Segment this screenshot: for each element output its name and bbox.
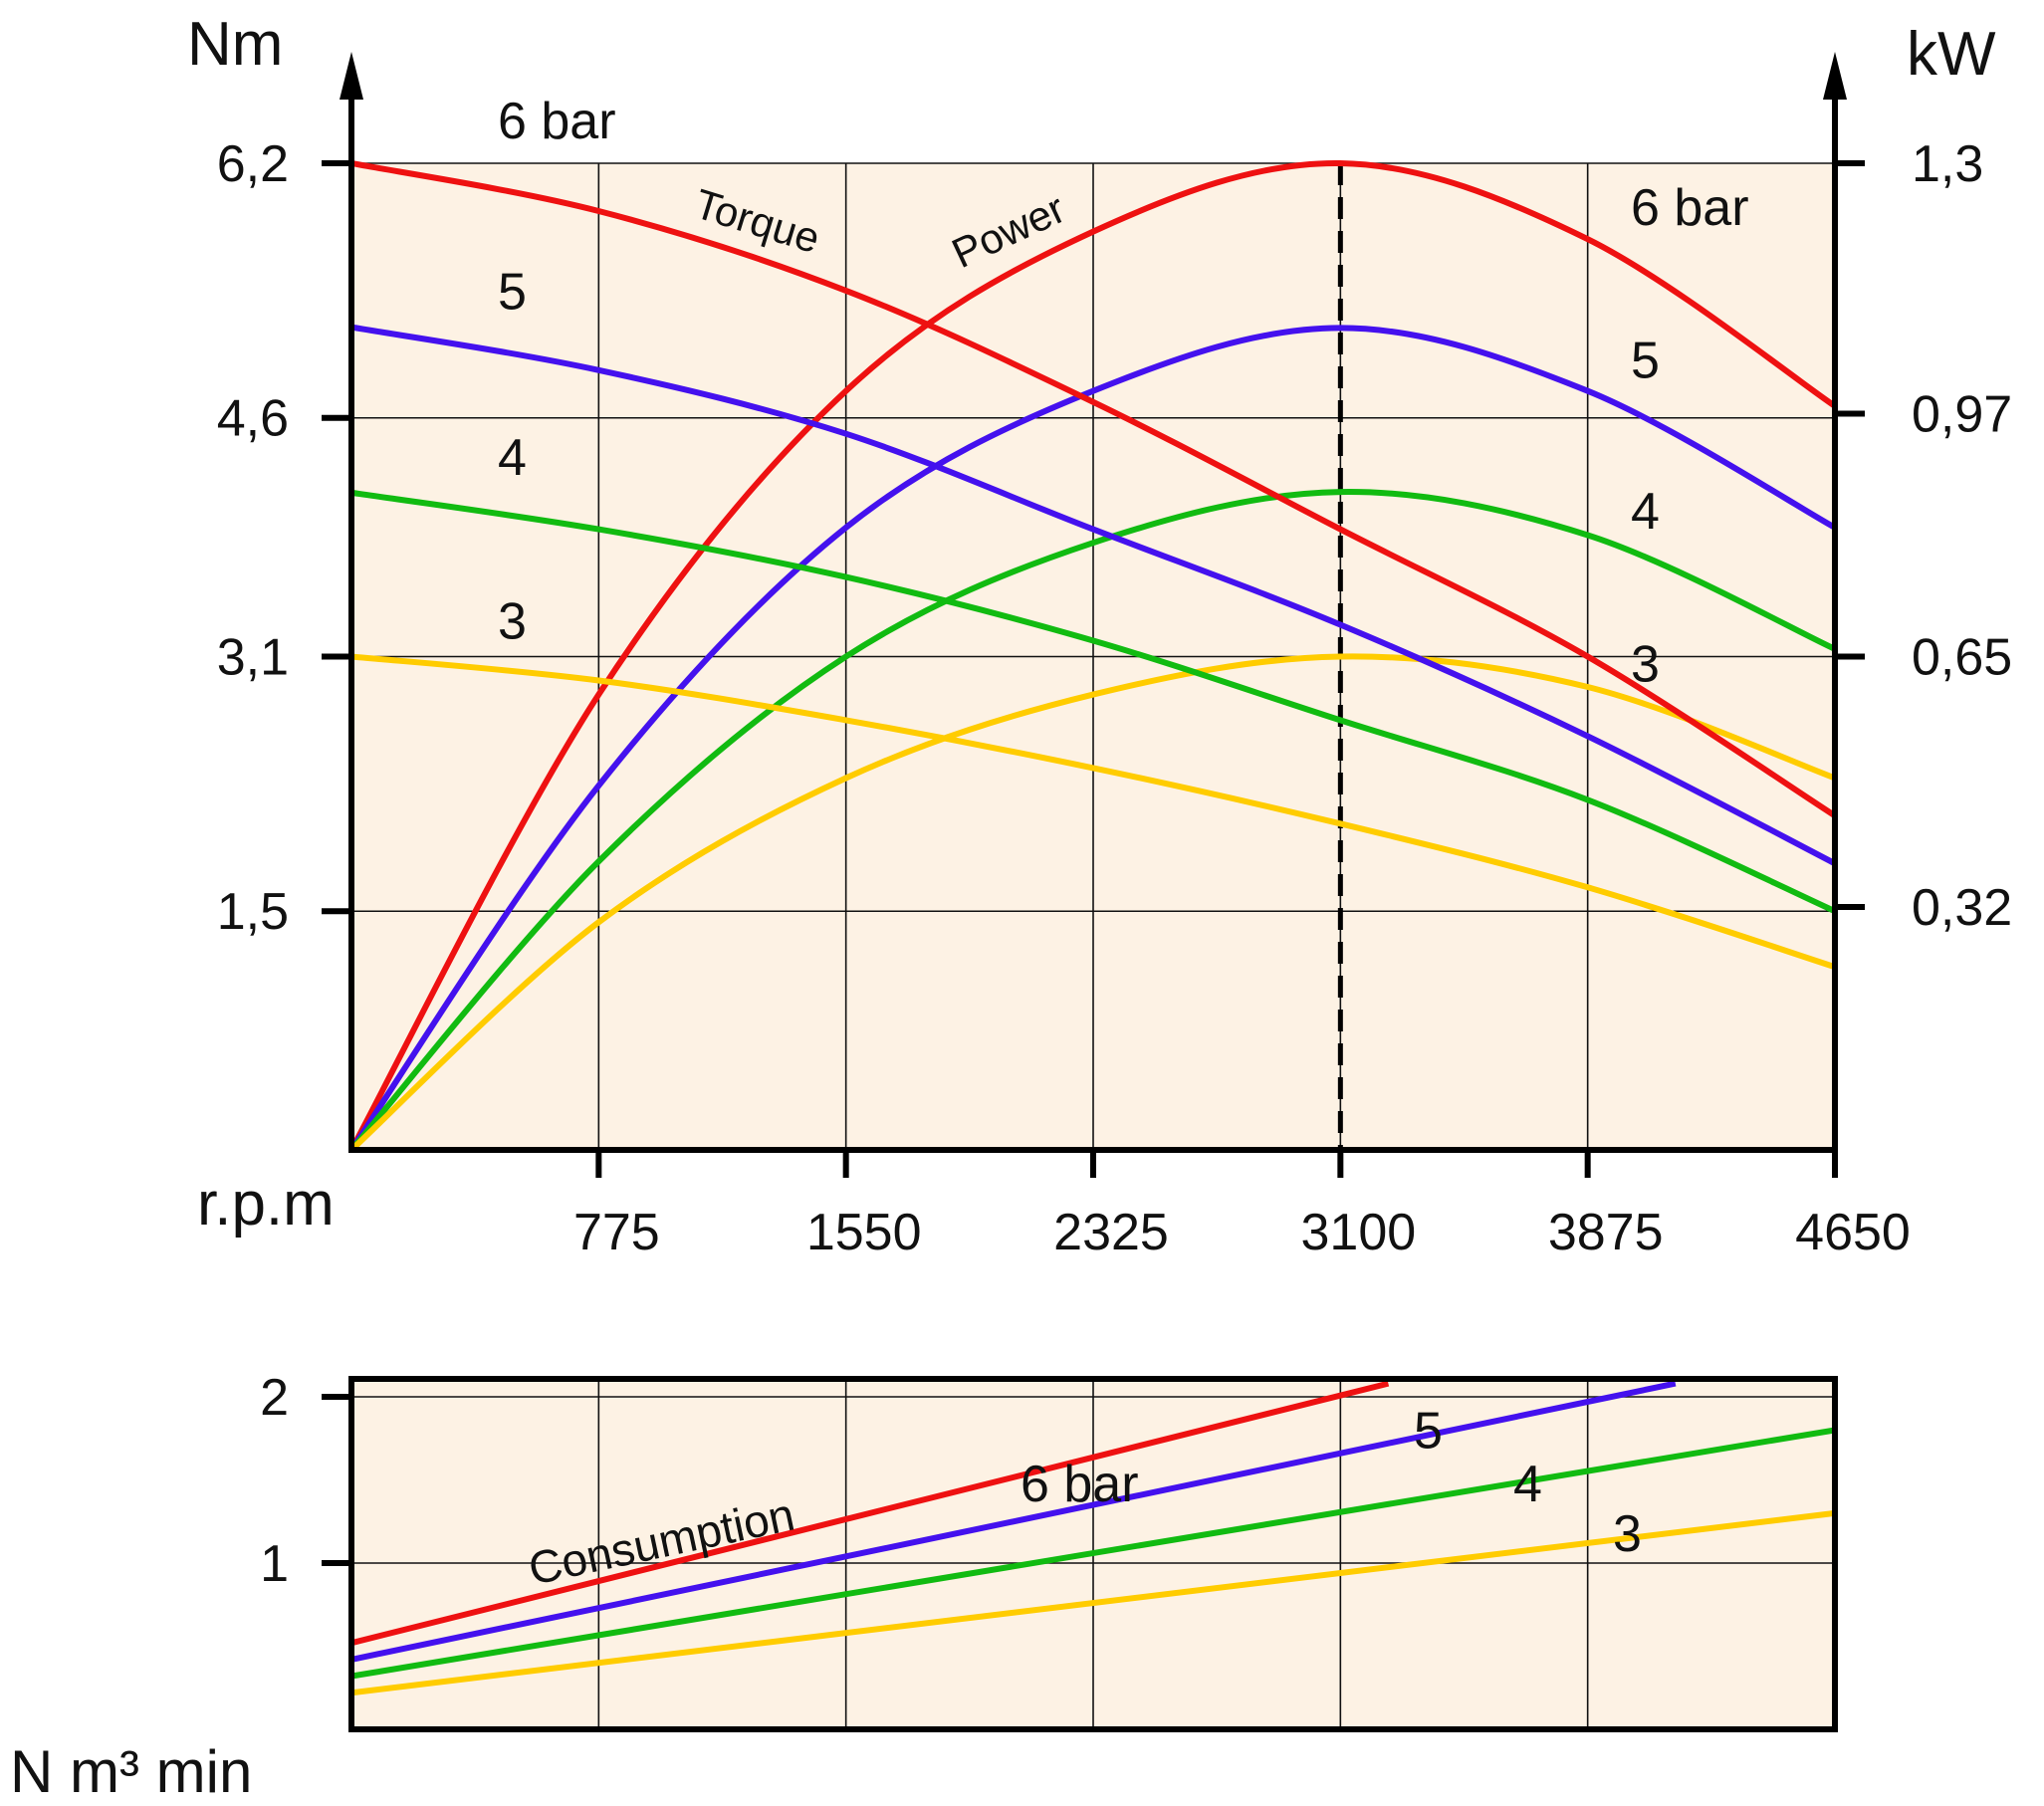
consumption-line-4 [351,1427,1835,1680]
consumption-series-label: 3 [1613,1505,1642,1563]
labels: 775 1550 2325 3100 3875 4650 6,2 4,6 3,1 1,5 1,3 0,… [217,93,2013,1593]
power-series-label: 6 bar [1631,179,1749,237]
left-y-axis-arrow [340,52,363,100]
x-tick-label: 2325 [1053,1204,1169,1261]
consumption-line-3 [351,1509,1835,1696]
right-y-axis-title: kW [1907,20,1996,89]
torque-series-label: 6 bar [498,93,616,150]
torque-curve-3 [351,653,1835,971]
torque-curve-4 [351,489,1835,914]
consumption-series-label: 6 bar [1021,1456,1139,1513]
x-tick-label: 3875 [1548,1204,1664,1261]
torque-series-label: 3 [498,593,527,651]
right-y-tick-label: 0,97 [1912,386,2012,444]
bottom-y-axis-title: N m³ min [10,1738,252,1805]
bottom-plot-frame [348,1376,1838,1732]
left-y-tick-label: 6,2 [217,135,289,193]
left-y-tick-label: 3,1 [217,629,289,687]
bottom-curves [351,1380,1835,1696]
bottom-y-tick-label: 2 [260,1369,289,1427]
top-curves [351,159,1835,1150]
consumption-line-6-bar [351,1380,1390,1647]
right-y-tick-label: 1,3 [1912,135,1983,193]
x-tick-label: 3100 [1300,1204,1416,1261]
power-series-label: 3 [1631,636,1660,694]
x-tick-label: 4650 [1795,1204,1911,1261]
power-curve-4 [351,489,1835,1150]
torque-curve-5 [351,324,1835,866]
power-curve-5 [351,325,1835,1150]
power-curve-6-bar [351,159,1835,1150]
torque-curve-6-bar [351,160,1835,818]
torque-series-label: 4 [498,429,527,487]
right-y-tick-label: 0,32 [1912,879,2012,937]
right-y-tick-label: 0,65 [1912,629,2012,687]
x-tick-label: 775 [573,1204,660,1261]
left-y-tick-label: 4,6 [217,390,289,448]
left-y-axis-title: Nm [187,10,283,79]
right-y-axis-arrow [1823,52,1847,100]
bottom-y-tick-label: 1 [260,1535,289,1593]
torque-series-label: 5 [498,264,527,322]
consumption-series-label: 4 [1513,1456,1542,1513]
x-tick-label: 1550 [806,1204,922,1261]
consumption-series-label: 5 [1414,1402,1443,1460]
consumption-line-5 [351,1380,1677,1663]
tick-marks [322,160,1865,1566]
x-axis-title: r.p.m [197,1170,335,1239]
power-series-label: 5 [1631,332,1660,389]
power-series-label: 4 [1631,483,1660,541]
power-curve-3 [351,653,1835,1150]
left-y-tick-label: 1,5 [217,883,289,941]
